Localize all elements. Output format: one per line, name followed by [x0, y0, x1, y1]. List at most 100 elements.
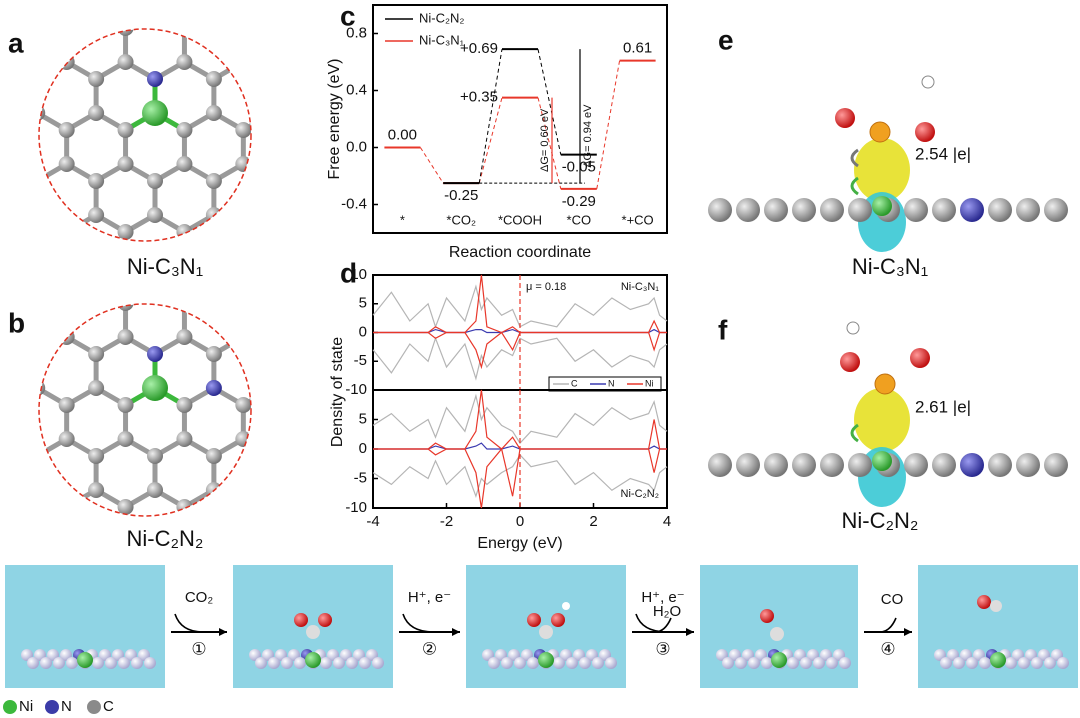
c-atom [1057, 657, 1069, 669]
panel-label: b [8, 307, 25, 338]
dos-line [372, 453, 668, 499]
c-atom [29, 3, 45, 19]
bond [183, 29, 216, 31]
bond [8, 11, 37, 28]
x-tick-label: -2 [440, 513, 453, 530]
bond [273, 439, 302, 456]
y-tick-label: 0.4 [346, 81, 367, 98]
charge-label: 2.61 |e| [915, 397, 971, 416]
c-atom [839, 657, 851, 669]
x-tick-label: 0 [516, 513, 524, 530]
c-atom [979, 657, 991, 669]
x-tick-label: * [400, 212, 405, 227]
c-atom [117, 329, 134, 345]
c-atom [813, 657, 825, 669]
transfer-arrow [850, 148, 859, 168]
bond [124, 304, 157, 306]
y-tick-label: -0.4 [341, 195, 367, 212]
panel-label: d [340, 257, 357, 288]
bond [39, 29, 68, 31]
bond [273, 62, 302, 79]
c-atom [235, 397, 251, 413]
c-atom [176, 499, 193, 515]
c-atom [235, 156, 251, 172]
value-label: -0.29 [562, 193, 596, 210]
c-atom-ads [869, 121, 891, 143]
c-atom [1044, 453, 1068, 477]
caption: Ni-C₃N₁ [127, 254, 203, 279]
legend-label: N [61, 698, 72, 715]
c-atom [800, 657, 812, 669]
c-atom [848, 198, 872, 222]
c-atom [205, 173, 222, 189]
c-atom [88, 71, 105, 87]
n-atom [147, 346, 163, 362]
bond [273, 337, 302, 354]
step-number: ③ [655, 639, 670, 658]
y-tick-label: 0 [359, 440, 367, 457]
bond [242, 487, 251, 510]
c-atom [88, 105, 105, 121]
legend-label: C [103, 698, 114, 715]
c-atom [953, 657, 965, 669]
c-atom [147, 550, 163, 566]
c-atom [105, 657, 117, 669]
c-atom [988, 198, 1012, 222]
c-atom [58, 431, 75, 447]
bond [242, 59, 251, 82]
legend-label: C [571, 378, 578, 388]
h-atom [562, 602, 570, 610]
c-atom [88, 346, 105, 362]
legend-label: Ni-C₃N₁ [419, 32, 465, 47]
arrow-head [686, 628, 694, 636]
density-yellow [854, 388, 910, 452]
legend-label: Ni [645, 378, 654, 388]
c-atom [333, 657, 345, 669]
c-atom [359, 657, 371, 669]
x-tick-label: *COOH [498, 212, 542, 227]
c-atom [265, 482, 281, 498]
x-axis-label: Reaction coordinate [449, 244, 591, 261]
bond [273, 164, 302, 181]
ni-atom [990, 652, 1006, 668]
c-atom [592, 657, 604, 669]
c-atom [320, 657, 332, 669]
c-atom [294, 20, 310, 36]
c-atom [117, 304, 134, 311]
product-arrow [654, 617, 672, 633]
bond [8, 388, 37, 405]
o-atom [835, 108, 855, 128]
connector [596, 60, 621, 189]
c-atom [820, 198, 844, 222]
dos-line [372, 393, 668, 445]
c-atom [787, 657, 799, 669]
c-atom [58, 156, 75, 172]
c-atom [527, 657, 539, 669]
bond [94, 29, 127, 31]
c-atom [176, 329, 193, 345]
bond [183, 304, 216, 306]
c-atom [235, 54, 251, 70]
c-atom [58, 54, 75, 70]
legend-label: Ni [19, 698, 33, 715]
c-atom [88, 482, 105, 498]
c-atom [176, 122, 193, 138]
c-atom [176, 224, 193, 240]
bond [39, 59, 68, 82]
c-atom [940, 657, 952, 669]
y-axis-label: Density of state [329, 337, 346, 447]
c-atom [117, 29, 134, 36]
c-atom [265, 105, 281, 121]
c-atom [1044, 657, 1056, 669]
y-tick-label: 0 [359, 323, 367, 340]
c-atom [117, 122, 134, 138]
c-atom [117, 224, 134, 240]
c-atom [294, 295, 310, 311]
annotation: Ni-C₃N₁ [621, 281, 659, 293]
c-atom [579, 657, 591, 669]
c-atom [92, 657, 104, 669]
c-atom [147, 207, 163, 223]
c-atom [826, 657, 838, 669]
reagent-arrow [174, 613, 204, 633]
c-atom [0, 156, 16, 172]
